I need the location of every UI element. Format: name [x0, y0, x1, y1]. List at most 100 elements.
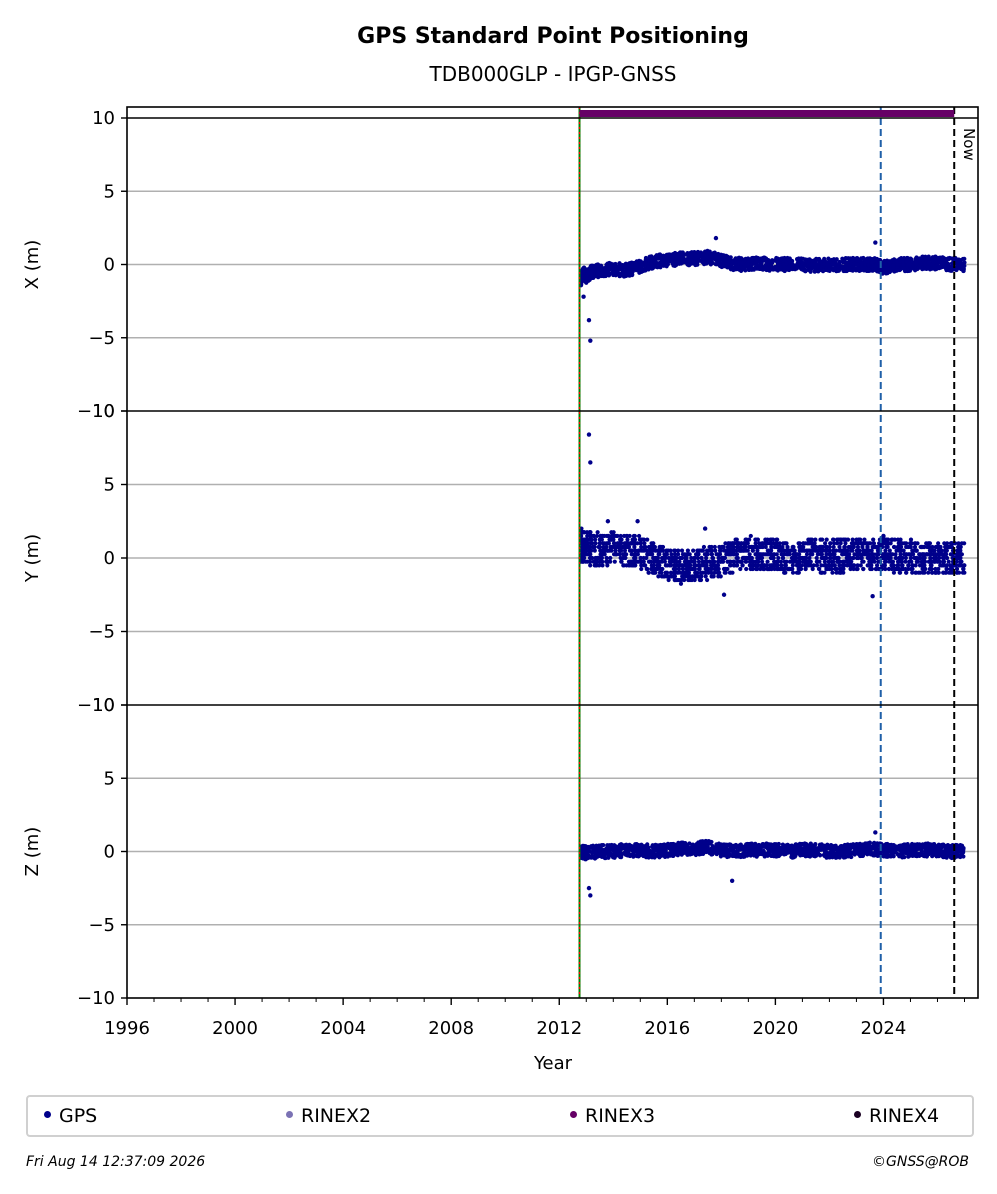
gps-point	[775, 537, 780, 542]
y-tick-label: 0	[104, 548, 115, 569]
gps-point	[781, 851, 786, 856]
gps-point	[585, 276, 590, 281]
gps-point	[819, 552, 825, 557]
gps-point	[643, 544, 648, 550]
gps-point	[638, 559, 643, 564]
gps-point	[908, 537, 914, 542]
gps-point	[832, 555, 837, 561]
gps-point	[798, 258, 803, 263]
gps-series	[578, 830, 966, 898]
gps-point	[742, 544, 748, 550]
gps-point	[734, 555, 739, 561]
gps-point	[598, 533, 603, 539]
gps-point	[809, 845, 814, 850]
y-tick-label: −10	[77, 695, 115, 716]
gps-point	[906, 563, 911, 568]
gps-point	[797, 544, 802, 550]
gps-point	[763, 552, 768, 557]
gps-point	[670, 253, 675, 258]
gps-point	[617, 552, 622, 557]
gps-point	[814, 559, 819, 564]
gps-point	[825, 263, 830, 268]
gps-point	[893, 555, 898, 561]
gps-point	[666, 555, 671, 561]
gps-point	[747, 552, 752, 557]
gps-point	[840, 264, 845, 269]
gps-point	[949, 268, 954, 273]
gps-point	[883, 555, 888, 561]
gps-point	[837, 563, 842, 568]
gps-point	[586, 544, 592, 550]
gps-point	[775, 263, 780, 268]
gps-point	[887, 548, 892, 553]
gps-point	[874, 566, 879, 572]
gps-point	[653, 258, 658, 264]
gps-point	[812, 541, 817, 546]
gps-point	[776, 555, 781, 561]
gps-point	[777, 267, 782, 272]
gps-point	[874, 563, 880, 568]
gps-point	[752, 853, 758, 858]
gps-point	[656, 563, 661, 568]
gps-point	[901, 262, 906, 267]
gps-point	[845, 548, 850, 553]
gps-point	[759, 555, 765, 561]
gps-point	[818, 544, 823, 550]
gps-point	[742, 257, 747, 262]
gps-point	[675, 570, 680, 575]
gps-point	[823, 541, 828, 546]
gps-point	[664, 570, 670, 575]
gps-point	[873, 240, 878, 245]
gps-point	[643, 255, 649, 261]
gps-point	[712, 570, 717, 575]
gps-point	[611, 851, 617, 856]
gps-point	[749, 255, 755, 261]
gps-point	[889, 267, 894, 272]
gps-point	[619, 846, 624, 851]
gps-point	[755, 849, 760, 854]
gps-point	[871, 537, 876, 542]
gps-point	[657, 570, 663, 575]
gps-point	[910, 563, 915, 568]
y-tick-label: −5	[88, 915, 115, 936]
gps-point	[865, 563, 870, 568]
gps-point	[891, 544, 897, 550]
gps-point	[747, 537, 752, 542]
gps-point	[859, 541, 864, 546]
gps-point	[633, 261, 639, 266]
gps-point	[597, 544, 603, 550]
gps-point	[612, 544, 617, 550]
gps-point	[776, 842, 781, 847]
gps-point	[728, 559, 733, 564]
gps-point	[679, 845, 684, 851]
gps-point	[695, 552, 700, 557]
gps-point	[756, 559, 761, 564]
gps-point	[689, 257, 694, 262]
gps-point	[634, 842, 639, 847]
gps-point	[775, 849, 780, 854]
gps-point	[768, 541, 774, 546]
gps-point	[681, 257, 686, 262]
gps-point	[632, 541, 638, 546]
gps-point	[890, 537, 895, 542]
gps-point	[683, 574, 688, 579]
gps-point	[686, 566, 691, 572]
gps-point	[736, 541, 741, 546]
gps-point	[641, 555, 646, 561]
y-tick-label: −5	[88, 328, 115, 349]
gps-point	[781, 566, 787, 572]
gps-point	[961, 563, 967, 568]
gps-point	[883, 566, 888, 572]
gps-point	[874, 256, 880, 262]
gps-point	[803, 566, 808, 572]
gps-point	[795, 552, 800, 557]
gps-point	[786, 264, 791, 269]
gps-point	[716, 566, 721, 572]
y-tick-label: 0	[104, 255, 115, 276]
gps-point	[825, 842, 830, 847]
gps-point	[860, 544, 865, 550]
gps-point	[842, 563, 847, 568]
gps-point	[930, 548, 935, 553]
gps-point	[633, 555, 638, 561]
